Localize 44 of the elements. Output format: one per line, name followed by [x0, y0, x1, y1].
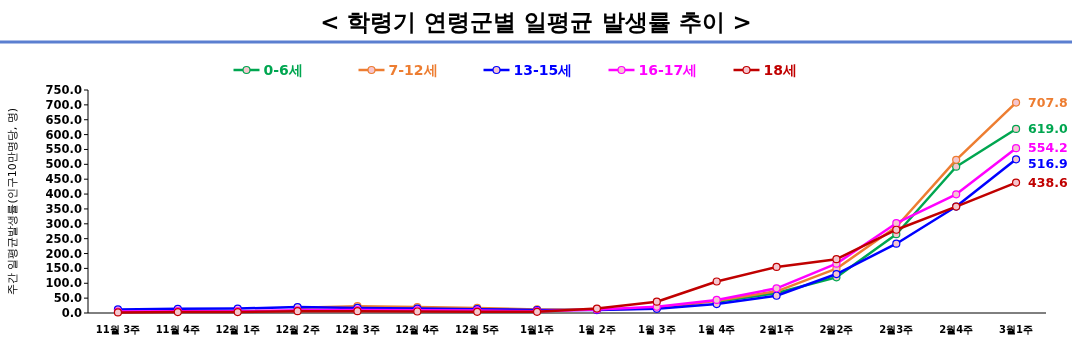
x-tick-label: 12월 1주	[215, 324, 260, 335]
legend-label: 0-6세	[263, 62, 303, 78]
y-tick-label: 600.0	[45, 127, 82, 142]
x-tick-label: 2월3주	[879, 324, 914, 335]
x-tick-label: 11월 4주	[155, 324, 200, 335]
x-tick-label: 11월 3주	[95, 324, 141, 335]
legend-label: 18세	[763, 62, 797, 78]
x-tick-label: 1월 4주	[697, 324, 736, 335]
y-axis-title: 주간 일평균발생률(인구10만명당, 명)	[6, 107, 19, 296]
legend-label: 7-12세	[388, 62, 438, 78]
chart-title: < 학령기 연령군별 일평균 발생률 추이 >	[320, 9, 752, 35]
x-tick-label: 3월1주	[999, 324, 1034, 335]
x-tick-label: 12월 3주	[335, 324, 380, 335]
x-tick-label: 2월2주	[819, 324, 854, 335]
y-tick-label: 500.0	[45, 157, 82, 172]
y-tick-label: 50.0	[53, 291, 82, 306]
legend-label: 16-17세	[638, 62, 698, 78]
data-label: 619.0	[1028, 120, 1068, 136]
y-tick-label: 750.0	[45, 83, 82, 97]
legend-label: 13-15세	[513, 62, 573, 78]
x-tick-label: 1월 2주	[578, 324, 616, 335]
y-tick-label: 700.0	[45, 97, 82, 112]
x-tick-label: 2월1주	[759, 324, 794, 335]
x-tick-label: 12월 4주	[395, 324, 440, 335]
y-tick-label: 450.0	[45, 172, 82, 187]
x-tick-label: 12월 2주	[275, 324, 320, 335]
y-tick-label: 0.0	[61, 306, 82, 320]
y-tick-label: 350.0	[45, 201, 82, 216]
x-tick-label: 2월4주	[939, 324, 974, 335]
y-tick-label: 400.0	[45, 187, 82, 202]
x-tick-label: 1월1주	[520, 324, 555, 335]
y-tick-label: 200.0	[45, 246, 82, 261]
y-tick-label: 150.0	[45, 261, 82, 276]
y-tick-label: 550.0	[45, 142, 82, 157]
data-label: 707.8	[1028, 94, 1068, 110]
y-tick-label: 100.0	[45, 276, 82, 291]
data-label: 438.6	[1028, 174, 1068, 190]
data-label: 554.2	[1028, 140, 1068, 156]
data-label: 516.9	[1028, 156, 1068, 172]
y-tick-label: 250.0	[45, 231, 82, 246]
x-tick-label: 12월 5주	[455, 324, 500, 335]
y-tick-label: 300.0	[45, 216, 82, 231]
x-tick-label: 1월 3주	[638, 324, 676, 335]
y-tick-label: 650.0	[45, 112, 82, 127]
